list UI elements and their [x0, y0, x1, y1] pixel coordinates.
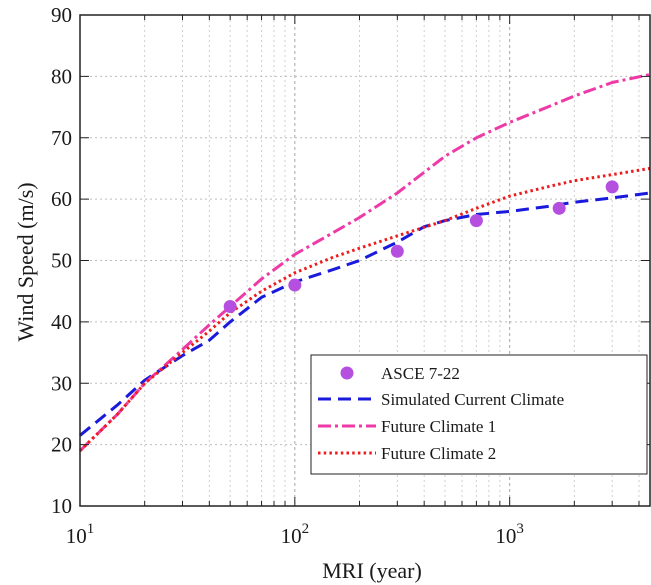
y-tick-label: 60: [51, 187, 72, 211]
x-tick-label: 101: [66, 521, 95, 548]
x-axis-label: MRI (year): [322, 558, 422, 583]
grid: [79, 15, 650, 506]
legend-label: Future Climate 2: [381, 444, 496, 463]
y-axis-label: Wind Speed (m/s): [13, 182, 38, 341]
y-tick-label: 50: [51, 249, 72, 273]
y-tick-label: 40: [51, 310, 72, 334]
legend: ASCE 7-22 Simulated Current Climate Future…: [310, 354, 648, 475]
series-line-simulated-current-climate: [79, 191, 651, 437]
x-tick-label: 103: [495, 521, 524, 548]
y-tick-label: 30: [51, 371, 72, 395]
y-tick-label: 80: [51, 64, 72, 88]
legend-label: Future Climate 1: [381, 417, 496, 436]
legend-box: [310, 354, 648, 475]
y-tick-label: 10: [51, 494, 72, 518]
y-tick-label: 90: [51, 3, 72, 27]
legend-label: ASCE 7-22: [381, 364, 460, 383]
y-tick-label: 20: [51, 433, 72, 457]
asce-data-point: [390, 244, 404, 258]
legend-marker: [340, 366, 354, 380]
asce-data-point: [223, 300, 237, 314]
asce-data-point: [469, 214, 483, 228]
plot-series: [78, 73, 651, 452]
y-tick-label: 70: [51, 126, 72, 150]
asce-data-point: [605, 180, 619, 194]
legend-label: Simulated Current Climate: [381, 390, 564, 409]
x-tick-label: 102: [281, 521, 310, 548]
axis-ticks: 10 20 30 40 50 60 70 80 90 101 102 103: [51, 3, 650, 548]
asce-data-point: [552, 201, 566, 215]
asce-data-point: [288, 278, 302, 292]
